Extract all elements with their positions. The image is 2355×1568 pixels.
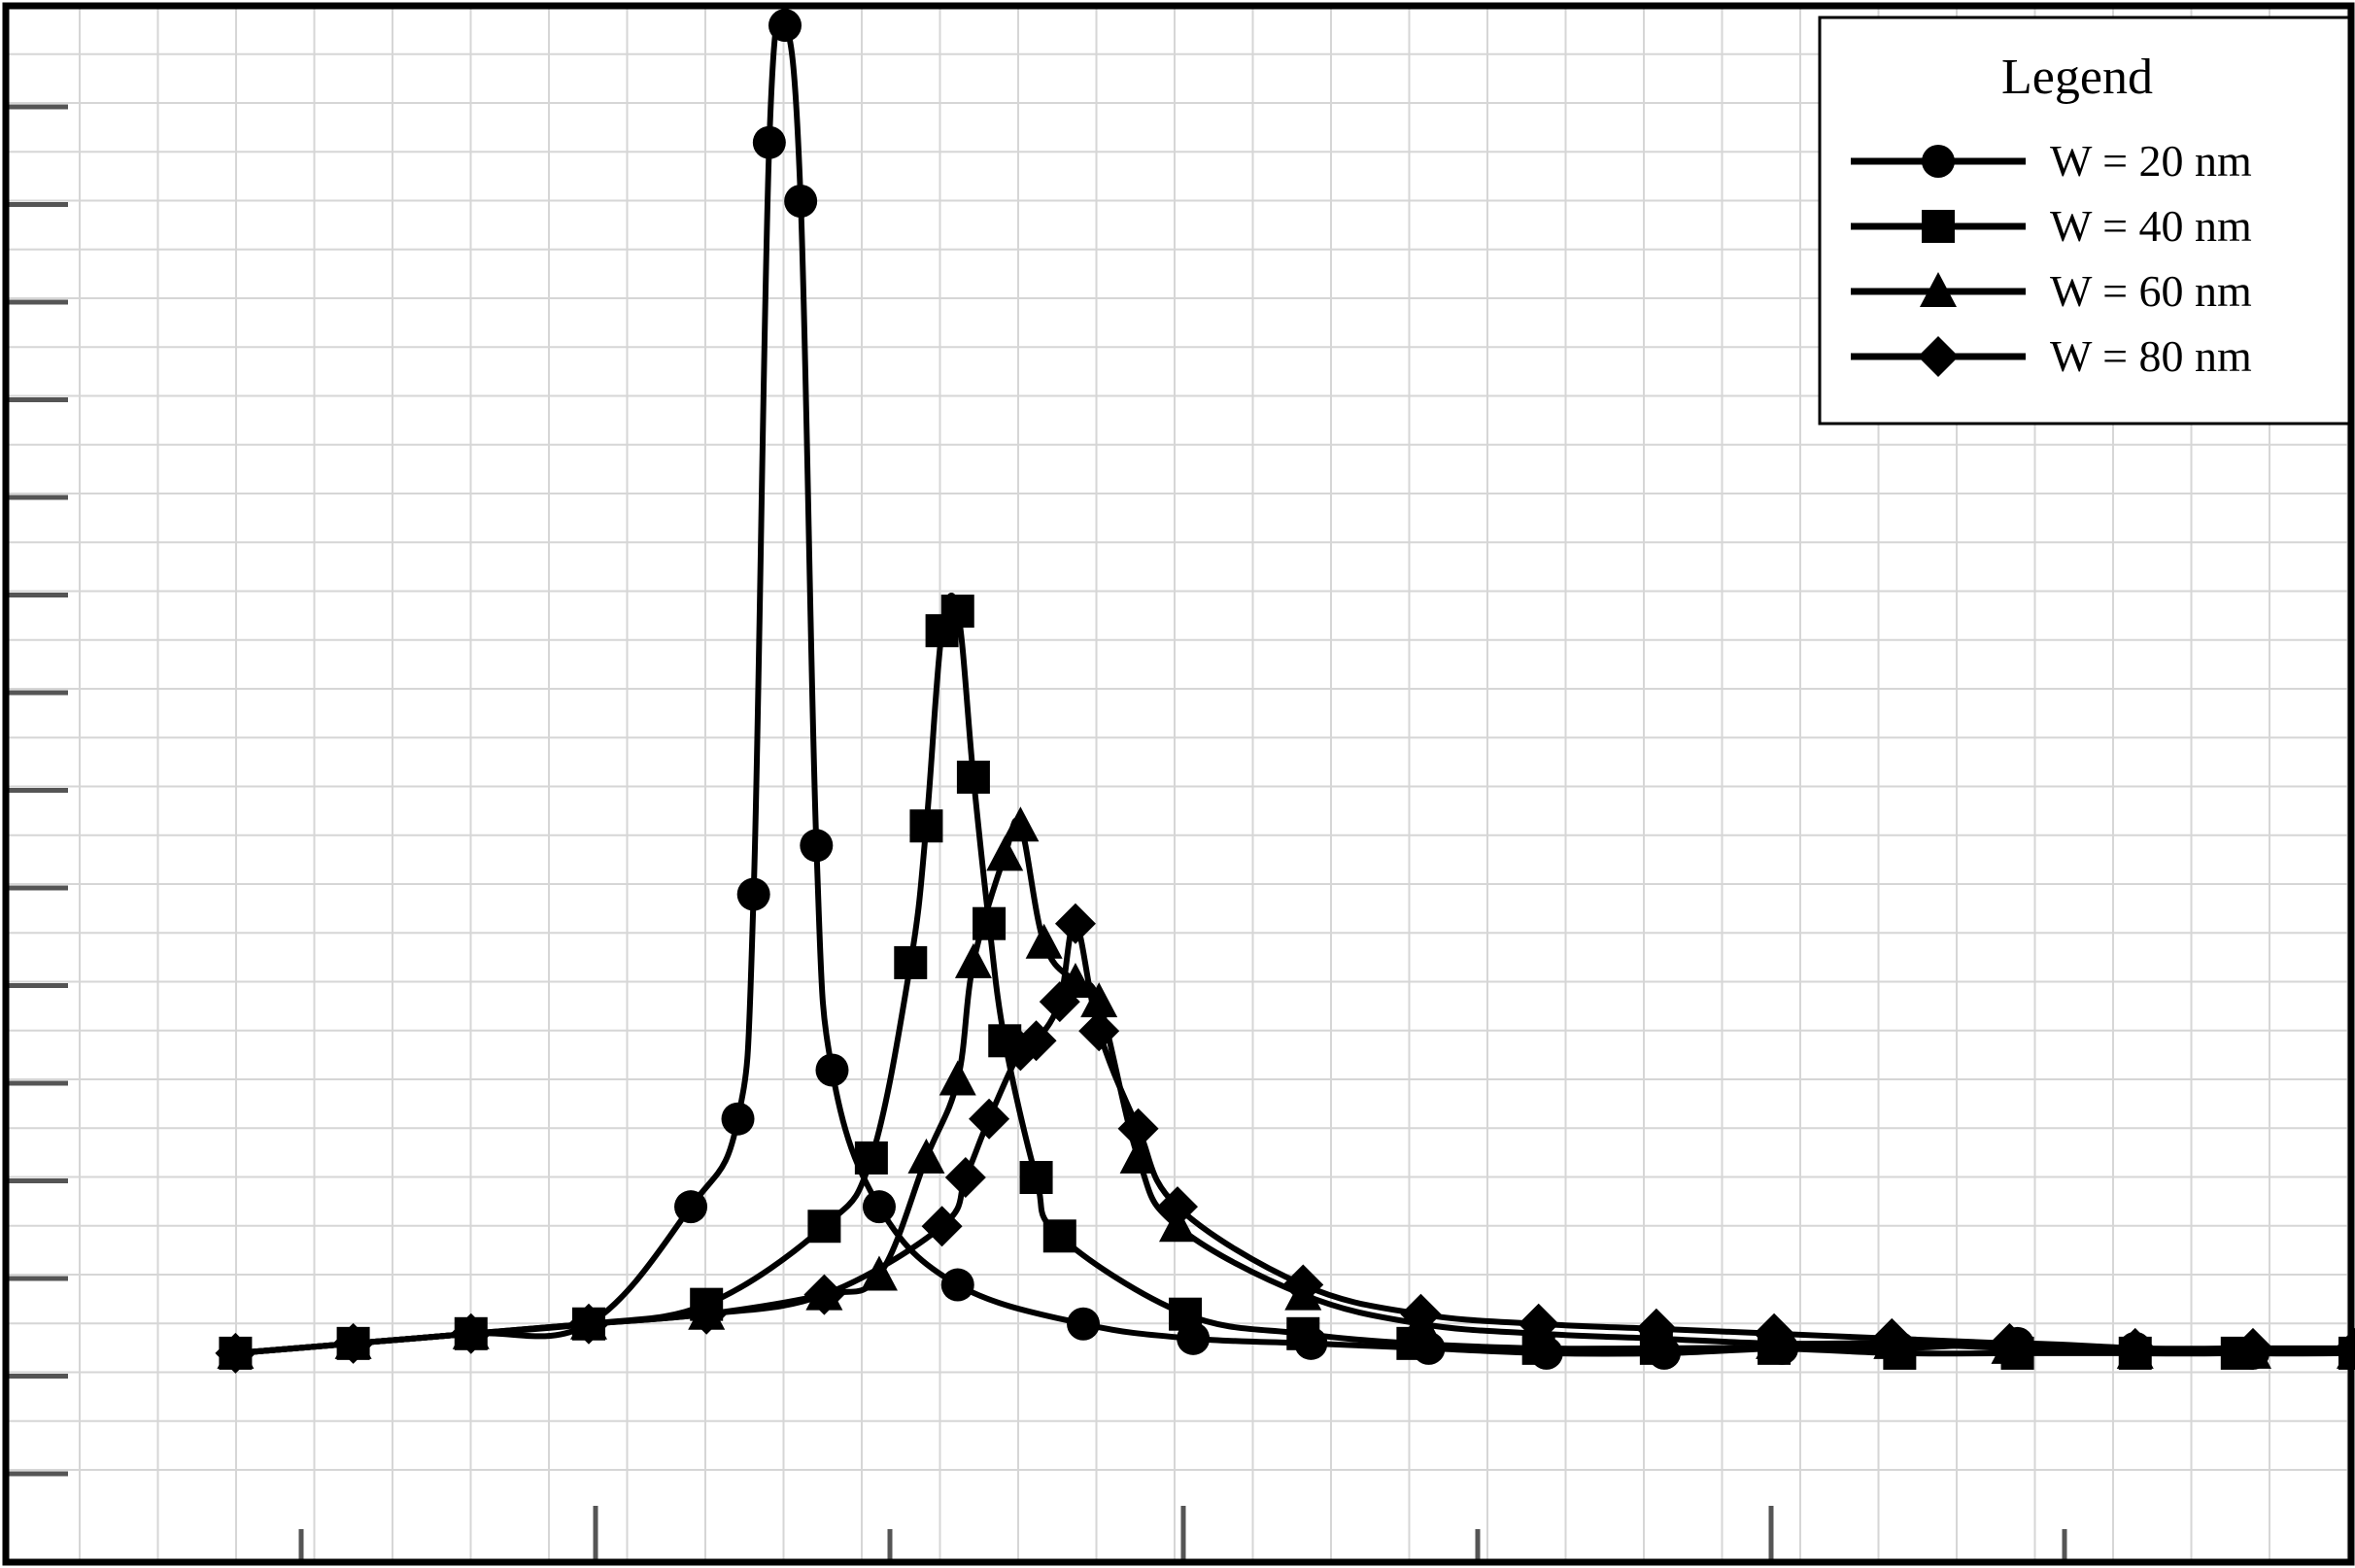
legend-entry: W = 80 nm bbox=[1851, 331, 2252, 381]
series-1-point bbox=[784, 185, 818, 218]
series-1-point bbox=[752, 125, 786, 159]
series-2-point bbox=[1286, 1316, 1320, 1350]
legend: Legend W = 20 nm W = 40 nm W = 60 nm W = 80… bbox=[1818, 16, 2351, 426]
series-4 bbox=[215, 903, 2355, 1374]
series-4-point bbox=[1518, 1303, 1559, 1345]
series-2-line bbox=[235, 593, 2355, 1357]
series-4-point bbox=[1157, 1186, 1198, 1228]
series-4-point bbox=[944, 1157, 986, 1198]
legend-label: W = 20 nm bbox=[2050, 136, 2252, 186]
series-4-point bbox=[215, 1332, 256, 1374]
series-4-point bbox=[332, 1322, 374, 1364]
series-4-point bbox=[1054, 903, 1096, 944]
series-4-point bbox=[921, 1206, 963, 1247]
series-4-point bbox=[1117, 1108, 1159, 1149]
grid bbox=[6, 6, 2351, 1562]
series-3-point bbox=[939, 1060, 976, 1096]
series-4-point bbox=[1754, 1312, 1795, 1354]
series-1-point bbox=[674, 1190, 708, 1224]
series-4-point bbox=[1871, 1317, 1913, 1359]
series-4-point bbox=[2335, 1327, 2355, 1369]
series-1-point bbox=[815, 1053, 849, 1087]
series-1-point bbox=[800, 829, 834, 863]
series-layer bbox=[215, 9, 2355, 1374]
legend-marker-2-point bbox=[1922, 210, 1955, 243]
series-4-point bbox=[2114, 1327, 2156, 1369]
legend-entry: W = 60 nm bbox=[1851, 266, 2252, 316]
legend-label: W = 40 nm bbox=[2050, 201, 2252, 251]
series-2-point bbox=[854, 1141, 888, 1175]
series-1-point bbox=[736, 877, 770, 911]
series-3-point bbox=[907, 1138, 945, 1174]
series-2-point bbox=[940, 595, 974, 629]
series-3-point bbox=[1002, 806, 1040, 842]
series-2-point bbox=[807, 1210, 841, 1244]
series-3-point bbox=[1025, 923, 1063, 959]
series-3-point bbox=[860, 1255, 898, 1291]
series-3-point bbox=[1119, 1138, 1157, 1174]
series-1-point bbox=[721, 1102, 755, 1136]
series-1-point bbox=[1067, 1307, 1101, 1341]
legend-title: Legend bbox=[2001, 50, 2153, 105]
legend-entry: W = 40 nm bbox=[1851, 201, 2252, 251]
legend-label: W = 80 nm bbox=[2050, 331, 2252, 381]
series-2-point bbox=[909, 809, 943, 843]
series-3-point bbox=[954, 942, 992, 978]
series-4-point bbox=[686, 1293, 728, 1335]
legend-entry: W = 20 nm bbox=[1851, 136, 2252, 186]
series-3-point bbox=[986, 835, 1024, 871]
series-2-point bbox=[1169, 1297, 1203, 1331]
series-4-point bbox=[1989, 1322, 2031, 1364]
series-4-point bbox=[1015, 1020, 1057, 1062]
series-4-point bbox=[969, 1098, 1010, 1140]
legend-marker-4-point bbox=[1918, 336, 1959, 377]
series-2-point bbox=[1019, 1161, 1053, 1194]
series-4-point bbox=[450, 1312, 492, 1354]
legend-marker-1-point bbox=[1922, 145, 1955, 178]
series-2-point bbox=[1042, 1219, 1076, 1253]
legend-entries: W = 20 nm W = 40 nm W = 60 nm W = 80 nm bbox=[1851, 136, 2252, 381]
series-4-point bbox=[1078, 1010, 1120, 1052]
series-4-point bbox=[568, 1303, 609, 1345]
series-4-point bbox=[2232, 1327, 2273, 1369]
series-2-point bbox=[956, 760, 990, 794]
axis-ticks bbox=[6, 104, 2067, 1562]
series-4-point bbox=[1635, 1308, 1677, 1349]
legend-marker-3-point bbox=[1920, 272, 1957, 307]
series-4-point bbox=[1039, 981, 1080, 1023]
series-3-point bbox=[1080, 982, 1118, 1018]
series-2-point bbox=[894, 945, 928, 979]
legend-label: W = 60 nm bbox=[2050, 266, 2252, 316]
series-4-point bbox=[1282, 1264, 1324, 1306]
series-1-point bbox=[940, 1268, 974, 1302]
series-1-point bbox=[768, 9, 802, 43]
series-4-point bbox=[1400, 1293, 1442, 1335]
series-1-point bbox=[862, 1190, 896, 1224]
series-4-point bbox=[803, 1274, 845, 1315]
